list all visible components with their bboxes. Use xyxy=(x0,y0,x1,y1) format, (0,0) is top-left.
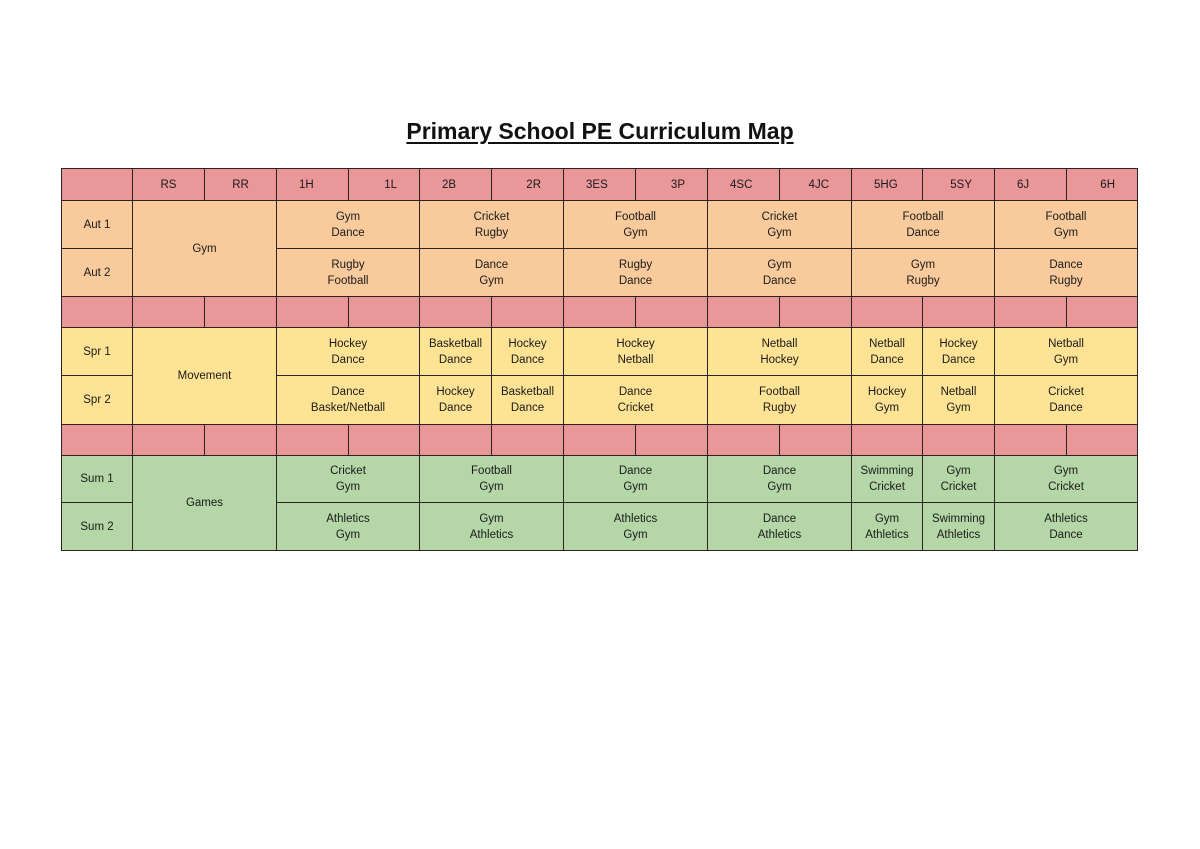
cell-aut1-y2: Cricket Rugby xyxy=(419,200,564,249)
cell-sum1-5hg: Swimming Cricket xyxy=(851,455,923,503)
class-header-2b: 2B xyxy=(419,168,492,201)
cell-sum2-y4: Dance Athletics xyxy=(707,502,852,551)
cell-sum2-y2: Gym Athletics xyxy=(419,502,564,551)
cell-aut1-y1: Gym Dance xyxy=(276,200,420,249)
cell-spr2-y6: Cricket Dance xyxy=(994,375,1138,425)
cell-sum1-y4: Dance Gym xyxy=(707,455,852,503)
term-label-spr2: Spr 2 xyxy=(61,375,133,425)
class-header-rr: RR xyxy=(204,168,277,201)
class-header-4jc: 4JC xyxy=(779,168,852,201)
cell-aut1-y6: Football Gym xyxy=(994,200,1138,249)
cell-sum2-5sy: Swimming Athletics xyxy=(922,502,995,551)
cell-spr1-y4: Netball Hockey xyxy=(707,327,852,376)
class-header-6j: 6J xyxy=(994,168,1067,201)
header-row: RS RR 1H 1L 2B 2R 3ES 3P 4SC 4JC 5HG 5SY… xyxy=(61,168,1138,201)
cell-aut2-y6: Dance Rugby xyxy=(994,248,1138,297)
cell-spr1-2r: Hockey Dance xyxy=(491,327,564,376)
reception-spring-cell: Movement xyxy=(132,327,277,425)
row-spr2: Spr 2 Dance Basket/Netball Hockey Dance Ba… xyxy=(61,375,1138,425)
cell-spr1-5sy: Hockey Dance xyxy=(922,327,995,376)
row-sum1: Sum 1 Games Cricket Gym Football Gym Dance… xyxy=(61,455,1138,551)
cell-spr2-2r: Basketball Dance xyxy=(491,375,564,425)
cell-sum1-y6: Gym Cricket xyxy=(994,455,1138,503)
cell-sum2-5hg: Gym Athletics xyxy=(851,502,923,551)
class-header-5hg: 5HG xyxy=(851,168,923,201)
row-spr1: Spr 1 Movement Hockey Dance Basketball Dan… xyxy=(61,327,1138,425)
cell-aut1-y3: Football Gym xyxy=(563,200,708,249)
cell-sum2-y1: Athletics Gym xyxy=(276,502,420,551)
term-label-sum1: Sum 1 xyxy=(61,455,133,503)
cell-aut2-y1: Rugby Football xyxy=(276,248,420,297)
cell-sum1-y1: Cricket Gym xyxy=(276,455,420,503)
class-header-3p: 3P xyxy=(635,168,708,201)
separator-row-1 xyxy=(61,296,1138,328)
class-header-4sc: 4SC xyxy=(707,168,780,201)
row-aut2: Aut 2 Rugby Football Dance Gym Rugby Dance … xyxy=(61,248,1138,297)
term-label-sum2: Sum 2 xyxy=(61,502,133,551)
cell-aut2-y5: Gym Rugby xyxy=(851,248,995,297)
cell-spr1-y1: Hockey Dance xyxy=(276,327,420,376)
class-header-3es: 3ES xyxy=(563,168,636,201)
class-header-6h: 6H xyxy=(1066,168,1138,201)
cell-sum1-5sy: Gym Cricket xyxy=(922,455,995,503)
cell-sum1-y2: Football Gym xyxy=(419,455,564,503)
term-label-aut1: Aut 1 xyxy=(61,200,133,249)
row-sum2: Sum 2 Athletics Gym Gym Athletics Athletic… xyxy=(61,502,1138,551)
term-label-spr1: Spr 1 xyxy=(61,327,133,376)
cell-sum2-y6: Athletics Dance xyxy=(994,502,1138,551)
cell-spr1-5hg: Netball Dance xyxy=(851,327,923,376)
term-label-aut2: Aut 2 xyxy=(61,248,133,297)
cell-spr1-y6: Netball Gym xyxy=(994,327,1138,376)
cell-aut2-y2: Dance Gym xyxy=(419,248,564,297)
class-header-1l: 1L xyxy=(348,168,420,201)
reception-summer-cell: Games xyxy=(132,455,277,551)
reception-autumn-cell: Gym xyxy=(132,200,277,297)
class-header-2r: 2R xyxy=(491,168,564,201)
page-title: Primary School PE Curriculum Map xyxy=(406,118,794,144)
cell-spr2-y3: Dance Cricket xyxy=(563,375,708,425)
cell-spr2-2b: Hockey Dance xyxy=(419,375,492,425)
cell-spr2-y4: Football Rugby xyxy=(707,375,852,425)
cell-spr2-5sy: Netball Gym xyxy=(922,375,995,425)
cell-aut1-y5: Football Dance xyxy=(851,200,995,249)
class-header-rs: RS xyxy=(132,168,205,201)
cell-sum1-y3: Dance Gym xyxy=(563,455,708,503)
separator-row-2 xyxy=(61,424,1138,456)
cell-aut1-y4: Cricket Gym xyxy=(707,200,852,249)
cell-spr2-y1: Dance Basket/Netball xyxy=(276,375,420,425)
curriculum-table: RS RR 1H 1L 2B 2R 3ES 3P 4SC 4JC 5HG 5SY… xyxy=(61,168,1138,551)
cell-aut2-y3: Rugby Dance xyxy=(563,248,708,297)
cell-aut2-y4: Gym Dance xyxy=(707,248,852,297)
class-header-5sy: 5SY xyxy=(922,168,995,201)
header-corner xyxy=(61,168,133,201)
row-aut1: Aut 1 Gym Gym Dance Cricket Rugby Football… xyxy=(61,200,1138,297)
class-header-1h: 1H xyxy=(276,168,349,201)
cell-spr2-5hg: Hockey Gym xyxy=(851,375,923,425)
cell-spr1-y3: Hockey Netball xyxy=(563,327,708,376)
cell-sum2-y3: Athletics Gym xyxy=(563,502,708,551)
cell-spr1-2b: Basketball Dance xyxy=(419,327,492,376)
